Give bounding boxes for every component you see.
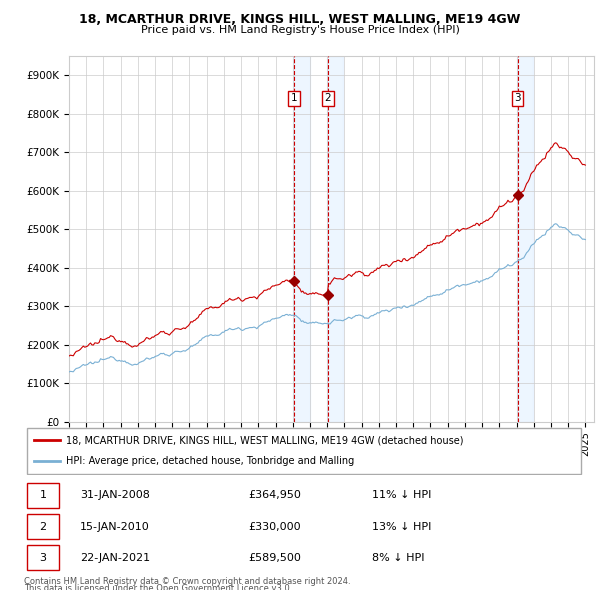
Text: 22-JAN-2021: 22-JAN-2021	[80, 553, 150, 563]
FancyBboxPatch shape	[27, 483, 59, 508]
Text: This data is licensed under the Open Government Licence v3.0.: This data is licensed under the Open Gov…	[24, 584, 292, 590]
Text: Contains HM Land Registry data © Crown copyright and database right 2024.: Contains HM Land Registry data © Crown c…	[24, 577, 350, 586]
Bar	[517, 56, 533, 422]
Text: Price paid vs. HM Land Registry's House Price Index (HPI): Price paid vs. HM Land Registry's House …	[140, 25, 460, 35]
Text: £364,950: £364,950	[248, 490, 301, 500]
Text: 11% ↓ HPI: 11% ↓ HPI	[372, 490, 431, 500]
Text: 1: 1	[40, 490, 47, 500]
Text: 18, MCARTHUR DRIVE, KINGS HILL, WEST MALLING, ME19 4GW (detached house): 18, MCARTHUR DRIVE, KINGS HILL, WEST MAL…	[66, 435, 464, 445]
Text: £589,500: £589,500	[248, 553, 301, 563]
Text: 2: 2	[40, 522, 47, 532]
Text: 15-JAN-2010: 15-JAN-2010	[80, 522, 150, 532]
Bar	[293, 56, 310, 422]
Text: 1: 1	[291, 93, 298, 103]
Text: 2: 2	[325, 93, 331, 103]
FancyBboxPatch shape	[27, 428, 581, 474]
Text: 3: 3	[514, 93, 521, 103]
Bar	[327, 56, 343, 422]
Text: £330,000: £330,000	[248, 522, 301, 532]
FancyBboxPatch shape	[27, 514, 59, 539]
Text: HPI: Average price, detached house, Tonbridge and Malling: HPI: Average price, detached house, Tonb…	[66, 457, 355, 467]
Text: 18, MCARTHUR DRIVE, KINGS HILL, WEST MALLING, ME19 4GW: 18, MCARTHUR DRIVE, KINGS HILL, WEST MAL…	[79, 13, 521, 26]
Text: 8% ↓ HPI: 8% ↓ HPI	[372, 553, 424, 563]
Text: 13% ↓ HPI: 13% ↓ HPI	[372, 522, 431, 532]
Text: 3: 3	[40, 553, 47, 563]
Text: 31-JAN-2008: 31-JAN-2008	[80, 490, 150, 500]
FancyBboxPatch shape	[27, 545, 59, 571]
